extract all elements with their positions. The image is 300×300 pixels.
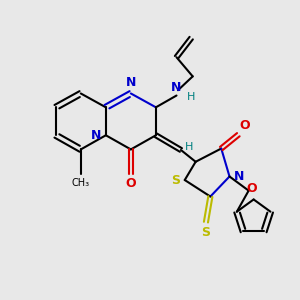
Text: H: H [184, 142, 193, 152]
Text: CH₃: CH₃ [72, 178, 90, 188]
Text: S: S [172, 173, 181, 187]
Text: N: N [126, 76, 136, 89]
Text: H: H [187, 92, 195, 102]
Text: N: N [171, 81, 182, 94]
Text: N: N [91, 129, 101, 142]
Text: O: O [240, 119, 250, 132]
Text: O: O [125, 177, 136, 190]
Text: O: O [247, 182, 257, 195]
Text: S: S [201, 226, 210, 239]
Text: N: N [234, 170, 244, 183]
